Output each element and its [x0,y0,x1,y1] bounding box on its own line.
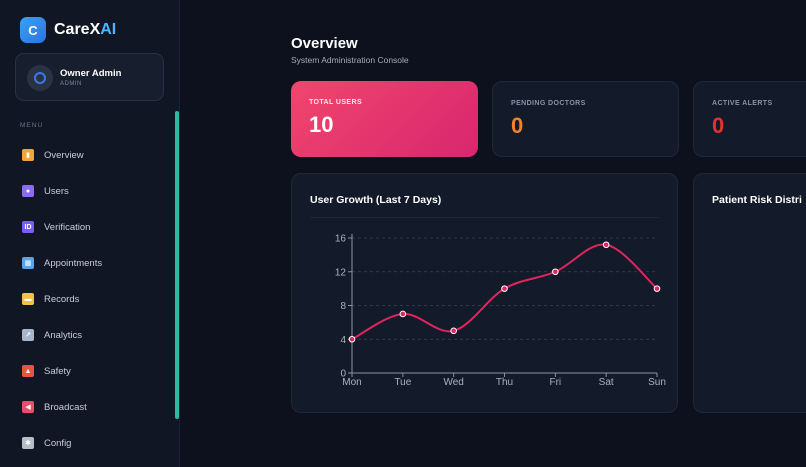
data-point [501,285,508,292]
data-point [653,285,661,292]
stat-label: ACTIVE ALERTS [712,100,773,107]
y-tick-label: 8 [340,301,346,312]
user-growth-card: User Growth (Last 7 Days) 0 4 8 12 16 Mon Tue W… [291,173,678,413]
sidebar-item-label: Overview [44,149,84,161]
stat-label: TOTAL USERS [309,99,363,106]
sidebar-item-overview[interactable]: ▮ Overview [22,146,84,164]
brand-logo: C [20,17,46,43]
sidebar-item-label: Analytics [44,329,83,341]
x-tick-label: Tue [394,377,411,388]
x-tick-label: Thu [496,377,513,388]
sidebar-item-safety[interactable]: ▲ Safety [22,362,71,380]
sidebar-item-label: Config [44,437,72,449]
stat-value: 0 [511,113,524,138]
stat-value: 0 [712,113,725,138]
stat-card-pending-doctors[interactable]: PENDING DOCTORS 0 [492,81,679,157]
sidebar-item-users[interactable]: ● Users [22,182,69,200]
y-tick-label: 0 [340,369,346,380]
sidebar-item-label: Records [44,293,80,305]
data-point [602,241,610,249]
folder-icon: ▬ [22,293,34,305]
chart-line-icon: ↗ [22,329,34,341]
sidebar-item-label: Verification [44,221,91,233]
patient-risk-card: Patient Risk Distri [693,173,806,413]
x-tick-label: Sat [599,377,614,388]
avatar-ring-icon [34,72,46,84]
sidebar-item-config[interactable]: ✱ Config [22,434,71,452]
card-title: User Growth (Last 7 Days) [310,194,442,206]
y-tick-label: 12 [335,267,347,278]
divider [310,217,659,218]
x-tick-label: Mon [342,377,361,388]
menu-label: MENU [20,122,44,129]
page-title: Overview [291,35,358,52]
x-tick-label: Wed [443,377,463,388]
stat-card-total-users[interactable]: TOTAL USERS 10 [291,81,478,157]
data-point [399,310,407,318]
avatar [27,65,53,91]
x-tick-label: Fri [549,377,561,388]
sidebar-item-records[interactable]: ▬ Records [22,290,79,308]
y-tick-label: 4 [340,335,346,346]
sidebar-item-broadcast[interactable]: ◀ Broadcast [22,398,87,416]
bar-chart-icon: ▮ [22,149,34,161]
x-tick-label: Sun [648,377,666,388]
profile-card[interactable]: Owner Admin ADMIN [15,53,164,101]
megaphone-icon: ◀ [22,401,34,413]
brand-name: CareXAI [54,21,117,38]
stat-value: 10 [309,112,334,137]
data-point [552,268,559,276]
sidebar-item-appointments[interactable]: ▦ Appointments [22,254,102,272]
data-point [348,335,356,343]
y-tick-label: 16 [335,234,347,245]
siren-icon: ▲ [22,365,34,377]
user-growth-chart: 0 4 8 12 16 Mon Tue Wed Thu Fri Sat Sun [335,234,666,389]
sidebar-item-label: Users [44,185,69,197]
stat-card-active-alerts[interactable]: ACTIVE ALERTS 0 [693,81,806,157]
sidebar-item-analytics[interactable]: ↗ Analytics [22,326,82,344]
profile-name: Owner Admin [60,68,122,79]
sidebar-item-label: Appointments [44,257,103,269]
card-title: Patient Risk Distri [712,194,802,206]
page-subtitle: System Administration Console [291,55,409,65]
data-point [450,327,457,335]
gear-icon: ✱ [22,437,34,449]
id-card-icon: ID [22,221,34,233]
profile-role: ADMIN [60,81,82,87]
stat-label: PENDING DOCTORS [511,100,586,107]
users-icon: ● [22,185,34,197]
sidebar-item-verification[interactable]: ID Verification [22,218,90,236]
sidebar-item-label: Safety [44,365,71,377]
calendar-icon: ▦ [22,257,34,269]
brand[interactable]: C CareXAI [20,17,116,43]
sidebar-item-label: Broadcast [44,401,87,413]
sidebar-scrollbar[interactable] [175,111,179,419]
sidebar: C CareXAI Owner Admin ADMIN MENU ▮ Overvi… [0,0,180,467]
